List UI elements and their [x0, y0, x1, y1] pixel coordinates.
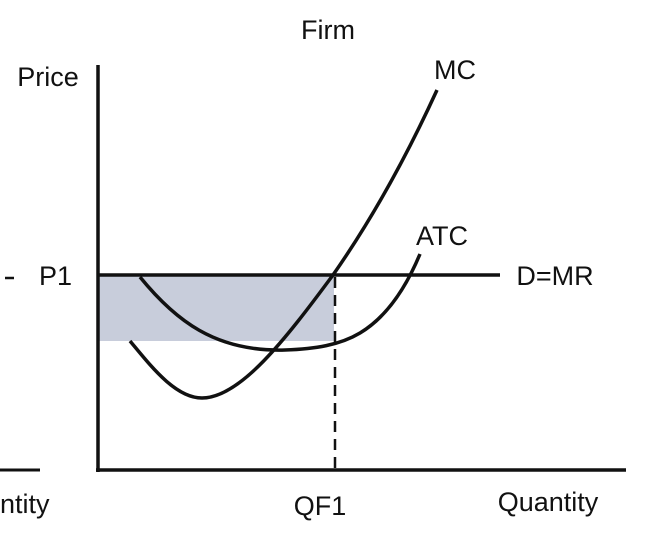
- profit-area: [98, 275, 334, 341]
- y-axis-label: Price: [17, 62, 79, 92]
- mc-curve: [128, 89, 439, 400]
- price-label: P1: [39, 261, 72, 291]
- atc-curve: [138, 253, 422, 352]
- x-axis-label: Quantity: [498, 487, 599, 517]
- mc-label: MC: [434, 55, 476, 85]
- title: Firm: [301, 15, 355, 45]
- demand-label: D=MR: [516, 261, 593, 291]
- atc-label: ATC: [416, 221, 468, 251]
- left-panel-label: ntity: [0, 489, 50, 519]
- quantity-label: QF1: [294, 491, 347, 521]
